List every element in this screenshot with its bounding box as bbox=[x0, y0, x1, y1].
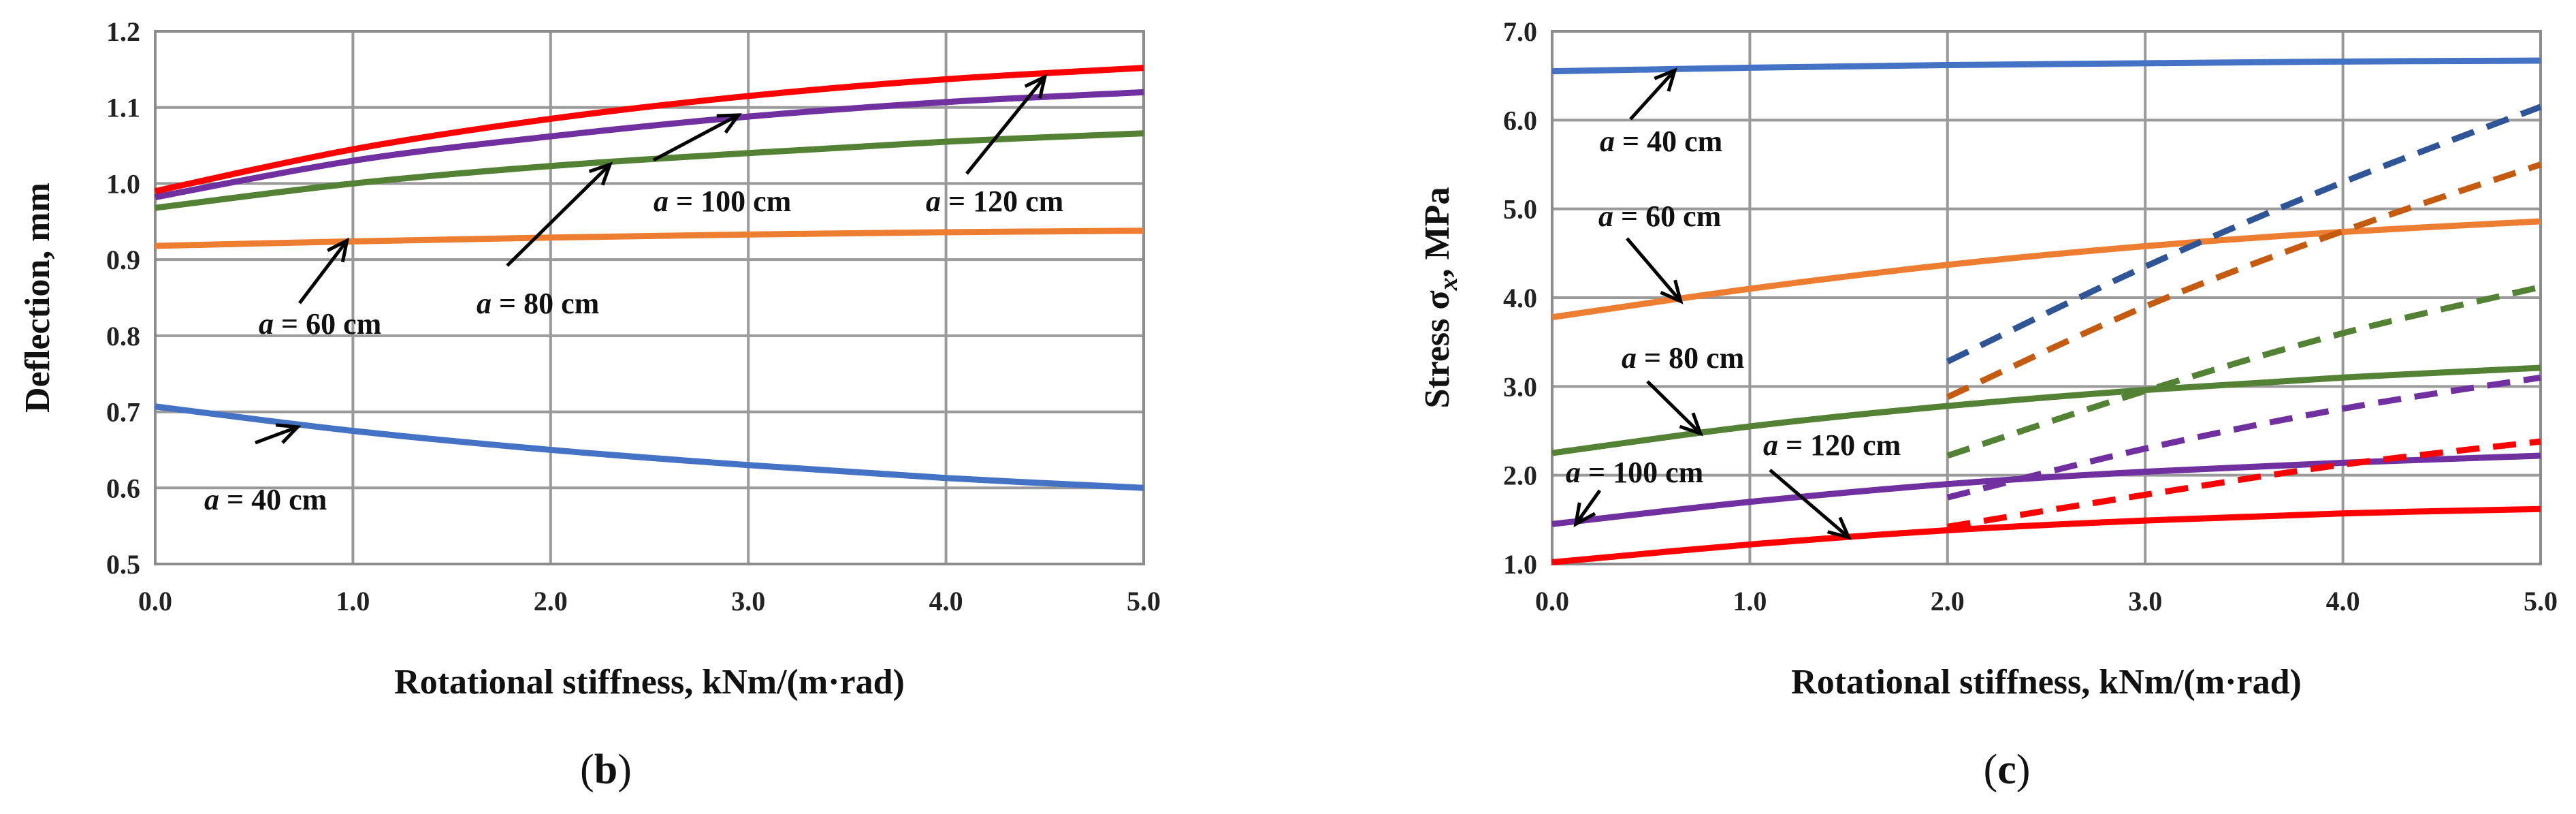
annotation-label: a = 120 cm bbox=[1763, 428, 1901, 462]
y-tick-label: 0.5 bbox=[106, 549, 140, 580]
panel-c-y-axis-title: Stress σx, MPa bbox=[1418, 187, 1463, 408]
panel-b-x-ticks: 0.0 1.0 2.0 3.0 4.0 5.0 bbox=[138, 586, 1161, 616]
annotation-arrowhead bbox=[1679, 412, 1703, 437]
x-tick-label: 1.0 bbox=[336, 586, 370, 616]
y-tick-label: 3.0 bbox=[1503, 371, 1537, 402]
y-tick-label: 7.0 bbox=[1503, 16, 1537, 47]
panel-c-annotations: a = 40 cm a = 60 cm a = 80 cm a = 100 cm a =… bbox=[1566, 67, 1901, 540]
annotation-arrow bbox=[1626, 237, 1682, 302]
panel-b-y-ticks: 0.5 0.6 0.7 0.8 0.9 1.0 1.1 1.2 bbox=[106, 16, 140, 580]
y-tick-label: 4.0 bbox=[1503, 283, 1537, 313]
annotation-label: a = 60 cm bbox=[259, 307, 381, 341]
panel-b-x-axis-title: Rotational stiffness, kNm/(m·rad) bbox=[394, 663, 905, 702]
annotation-label: a = 120 cm bbox=[926, 185, 1063, 218]
annotation-arrow bbox=[1629, 69, 1676, 121]
y-tick-label: 1.0 bbox=[1503, 549, 1537, 580]
panel-b-label: (b) bbox=[580, 747, 632, 793]
y-tick-label: 1.2 bbox=[106, 16, 140, 47]
series-line-a-80-cm-dashed- bbox=[1946, 283, 2542, 459]
panel-c-y-ticks: 1.0 2.0 3.0 4.0 5.0 6.0 7.0 bbox=[1503, 16, 1537, 580]
y-tick-label: 6.0 bbox=[1503, 105, 1537, 136]
x-tick-label: 3.0 bbox=[731, 586, 765, 616]
annotation-label: a = 60 cm bbox=[1598, 200, 1721, 233]
series-line-a-80-cm bbox=[155, 130, 1144, 211]
panel-c-series bbox=[1551, 57, 2542, 565]
annotation-arrowhead bbox=[1654, 67, 1677, 92]
panel-b-label-letter: b bbox=[594, 747, 617, 793]
panel-c-x-ticks: 0.0 1.0 2.0 3.0 4.0 5.0 bbox=[1535, 586, 2558, 616]
x-tick-label: 4.0 bbox=[2326, 586, 2360, 616]
series-line-a-60-cm bbox=[1551, 218, 2541, 321]
x-tick-label: 5.0 bbox=[1127, 586, 1161, 616]
panel-c-label: (c) bbox=[1984, 747, 2031, 793]
y-tick-label: 2.0 bbox=[1503, 460, 1537, 491]
x-tick-label: 0.0 bbox=[138, 586, 172, 616]
series-line-a-60-cm-dashed- bbox=[1946, 161, 2542, 401]
x-tick-label: 5.0 bbox=[2524, 586, 2558, 616]
annotation-label: a = 100 cm bbox=[654, 185, 791, 218]
panel-c: 0.0 1.0 2.0 3.0 4.0 5.0 1.0 2.0 3.0 4.0 5.0 6.0 7.0… bbox=[1418, 16, 2558, 793]
panel-b-plot-frame bbox=[154, 30, 1145, 565]
panel-b-annotations: a = 40 cm a = 60 cm a = 80 cm a = 100 cm a =… bbox=[204, 74, 1063, 516]
panel-c-y-axis-title-suffix: , MPa bbox=[1418, 187, 1457, 277]
y-tick-label: 1.1 bbox=[106, 93, 140, 123]
series-line-a-40-cm bbox=[155, 403, 1144, 491]
panel-c-y-axis-title-subscript: x bbox=[1434, 277, 1463, 291]
annotation-arrowhead bbox=[588, 161, 613, 186]
x-tick-label: 2.0 bbox=[534, 586, 568, 616]
annotation-arrowhead bbox=[1573, 502, 1596, 528]
annotation-label: a = 100 cm bbox=[1566, 456, 1703, 489]
series-line-a-60-cm bbox=[155, 228, 1144, 249]
annotation-arrowhead bbox=[1660, 279, 1684, 304]
annotation-arrowhead bbox=[1024, 74, 1048, 99]
annotation-arrow bbox=[1646, 380, 1702, 435]
x-tick-label: 4.0 bbox=[929, 586, 963, 616]
series-line-a-120-cm bbox=[155, 65, 1144, 195]
series-line-a-80-cm bbox=[1551, 364, 2541, 456]
series-line-a-120-cm-dashed- bbox=[1947, 438, 2541, 530]
series-line-a-100-cm bbox=[1551, 452, 2541, 527]
annotation-arrowhead bbox=[1827, 516, 1852, 540]
series-line-a-100-cm-dashed- bbox=[1946, 374, 2541, 501]
series-line-a-40-cm-dashed- bbox=[1946, 104, 2542, 364]
annotation-label: a = 80 cm bbox=[477, 287, 599, 320]
y-tick-label: 5.0 bbox=[1503, 194, 1537, 225]
series-line-a-40-cm bbox=[1551, 57, 2541, 75]
panel-b: 0.0 1.0 2.0 3.0 4.0 5.0 0.5 0.6 0.7 0.8 0.9 1.0 1.1… bbox=[18, 16, 1161, 793]
annotation-arrowhead bbox=[275, 423, 302, 444]
x-tick-label: 1.0 bbox=[1733, 586, 1767, 616]
annotation-arrow bbox=[965, 76, 1046, 175]
y-tick-label: 0.9 bbox=[106, 245, 140, 275]
series-line-a-100-cm bbox=[155, 89, 1144, 200]
annotation-arrow bbox=[506, 163, 611, 267]
annotation-label: a = 40 cm bbox=[204, 483, 327, 516]
annotation-arrow bbox=[1769, 469, 1850, 539]
x-tick-label: 2.0 bbox=[1931, 586, 1965, 616]
panel-b-series bbox=[155, 65, 1144, 491]
y-tick-label: 1.0 bbox=[106, 168, 140, 199]
y-tick-label: 0.6 bbox=[106, 473, 140, 503]
annotation-arrow bbox=[1574, 489, 1602, 525]
annotation-arrowhead bbox=[716, 113, 742, 134]
y-tick-label: 0.7 bbox=[106, 397, 140, 428]
annotation-arrow bbox=[652, 113, 739, 162]
series-line-a-120-cm bbox=[1551, 505, 2541, 565]
annotation-arrow bbox=[255, 425, 298, 445]
panel-c-x-axis-title: Rotational stiffness, kNm/(m·rad) bbox=[1791, 663, 2302, 702]
panel-c-label-letter: c bbox=[1997, 747, 2016, 793]
y-tick-label: 0.8 bbox=[106, 321, 140, 351]
annotation-arrow bbox=[298, 239, 349, 304]
annotation-label: a = 80 cm bbox=[1622, 341, 1744, 375]
panel-c-plot-frame bbox=[1551, 30, 2542, 565]
x-tick-label: 3.0 bbox=[2128, 586, 2162, 616]
panel-b-y-axis-title: Deflection, mm bbox=[18, 183, 57, 413]
annotation-arrowhead bbox=[327, 237, 350, 263]
annotation-label: a = 40 cm bbox=[1600, 125, 1722, 158]
x-tick-label: 0.0 bbox=[1535, 586, 1569, 616]
panel-c-y-axis-title-prefix: Stress σ bbox=[1418, 290, 1457, 408]
